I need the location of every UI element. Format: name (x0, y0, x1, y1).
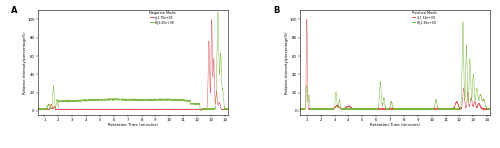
Text: A: A (11, 6, 18, 15)
Y-axis label: Relative Intensity(percentage%): Relative Intensity(percentage%) (285, 32, 289, 94)
X-axis label: Retention Time (minutes): Retention Time (minutes) (370, 123, 420, 127)
Text: B: B (274, 6, 280, 15)
X-axis label: Retention Time (minutes): Retention Time (minutes) (108, 123, 158, 127)
Legend: G_1.54e+09, W_1.96e+09: G_1.54e+09, W_1.96e+09 (412, 11, 436, 24)
Legend: d_1.70e+08, W_2.60e+08: d_1.70e+08, W_2.60e+08 (150, 11, 176, 24)
Y-axis label: Relative Intensity(percentage%): Relative Intensity(percentage%) (22, 32, 26, 94)
